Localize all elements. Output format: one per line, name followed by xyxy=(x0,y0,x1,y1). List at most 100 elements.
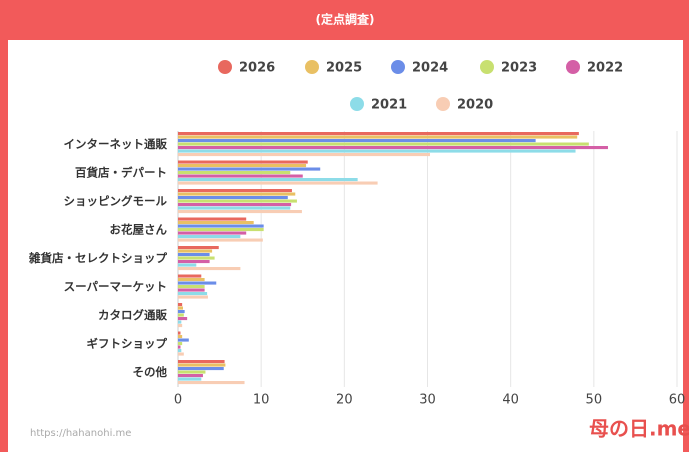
bar xyxy=(178,377,202,381)
bar xyxy=(178,196,288,200)
y-tick-label: カタログ通販 xyxy=(98,308,167,322)
x-tick-label: 50 xyxy=(586,393,603,408)
bar xyxy=(178,235,241,239)
bar xyxy=(178,263,197,267)
header-band xyxy=(0,0,689,40)
y-tick-label: ショッピングモール xyxy=(64,194,168,208)
bar xyxy=(178,132,579,136)
y-tick-label: 雑貨店・セレクトショップ xyxy=(28,251,167,265)
logo: 母の日.me xyxy=(589,417,689,441)
bar xyxy=(178,367,224,371)
bar xyxy=(178,174,303,178)
legend-label: 2022 xyxy=(587,61,623,76)
x-tick-label: 20 xyxy=(336,393,353,408)
bar xyxy=(178,167,321,171)
x-tick-label: 0 xyxy=(174,393,182,408)
bar xyxy=(178,374,203,378)
y-tick-label: ギフトショップ xyxy=(87,336,168,350)
bar xyxy=(178,164,307,168)
bar xyxy=(178,217,247,221)
bar xyxy=(178,313,184,317)
footer-url: https://hahanohi.me xyxy=(30,428,131,439)
legend-label: 2020 xyxy=(457,98,493,113)
bar xyxy=(178,349,182,353)
bar xyxy=(178,267,241,271)
bar xyxy=(178,381,245,385)
bar xyxy=(178,189,292,193)
bar xyxy=(178,295,208,299)
bar xyxy=(178,310,185,314)
bar xyxy=(178,199,297,203)
bar xyxy=(178,331,181,335)
bar xyxy=(178,317,188,321)
bar xyxy=(178,335,183,339)
bar xyxy=(178,288,205,292)
y-tick-label: 百貨店・デパート xyxy=(75,165,167,179)
bar xyxy=(178,224,264,228)
bar xyxy=(178,360,225,364)
bar xyxy=(178,231,247,235)
legend-label: 2024 xyxy=(412,61,448,76)
x-tick-label: 30 xyxy=(419,393,436,408)
bar xyxy=(178,135,578,139)
y-tick-label: スーパーマーケット xyxy=(64,279,167,293)
right-border xyxy=(683,0,689,452)
legend-swatch xyxy=(480,60,494,74)
bar xyxy=(178,345,181,349)
bar xyxy=(178,260,210,264)
left-border xyxy=(0,0,8,452)
bar xyxy=(178,171,291,175)
bar xyxy=(178,281,217,285)
bar xyxy=(178,278,205,282)
x-tick-label: 40 xyxy=(502,393,519,408)
y-tick-label: その他 xyxy=(133,365,168,379)
bar xyxy=(178,139,536,143)
x-tick-label: 60 xyxy=(669,393,686,408)
bar xyxy=(178,221,254,225)
legend-swatch xyxy=(218,60,232,74)
y-tick-label: お花屋さん xyxy=(110,222,168,236)
legend-label: 2023 xyxy=(501,61,537,76)
legend-swatch xyxy=(436,97,450,111)
legend-swatch xyxy=(566,60,580,74)
bar xyxy=(178,249,213,253)
bar xyxy=(178,320,182,324)
bar xyxy=(178,253,210,257)
bar xyxy=(178,149,576,153)
bar xyxy=(178,246,219,250)
legend-swatch xyxy=(305,60,319,74)
bar xyxy=(178,146,608,150)
bar xyxy=(178,228,264,232)
bar xyxy=(178,306,183,310)
legend-swatch xyxy=(391,60,405,74)
legend-label: 2026 xyxy=(239,61,275,76)
bar xyxy=(178,303,183,307)
bar xyxy=(178,324,183,328)
bar xyxy=(178,210,302,214)
y-tick-label: インターネット通販 xyxy=(64,137,168,151)
bar xyxy=(178,142,589,146)
bar xyxy=(178,370,206,374)
bar xyxy=(178,285,205,289)
bar xyxy=(178,206,291,210)
bar xyxy=(178,203,292,207)
bar xyxy=(178,352,184,356)
bar xyxy=(178,338,189,342)
legend-label: 2025 xyxy=(326,61,362,76)
bar xyxy=(178,292,208,296)
subtitle: (定点調査) xyxy=(316,12,375,27)
bar xyxy=(178,274,202,278)
bar xyxy=(178,181,378,185)
bar xyxy=(178,363,226,367)
bar xyxy=(178,238,263,242)
bar xyxy=(178,192,296,196)
bar xyxy=(178,178,358,182)
bar xyxy=(178,160,308,164)
bar xyxy=(178,153,430,157)
legend-label: 2021 xyxy=(371,98,407,113)
x-tick-label: 10 xyxy=(253,393,270,408)
bar xyxy=(178,256,215,260)
bar xyxy=(178,342,183,346)
legend-swatch xyxy=(350,97,364,111)
